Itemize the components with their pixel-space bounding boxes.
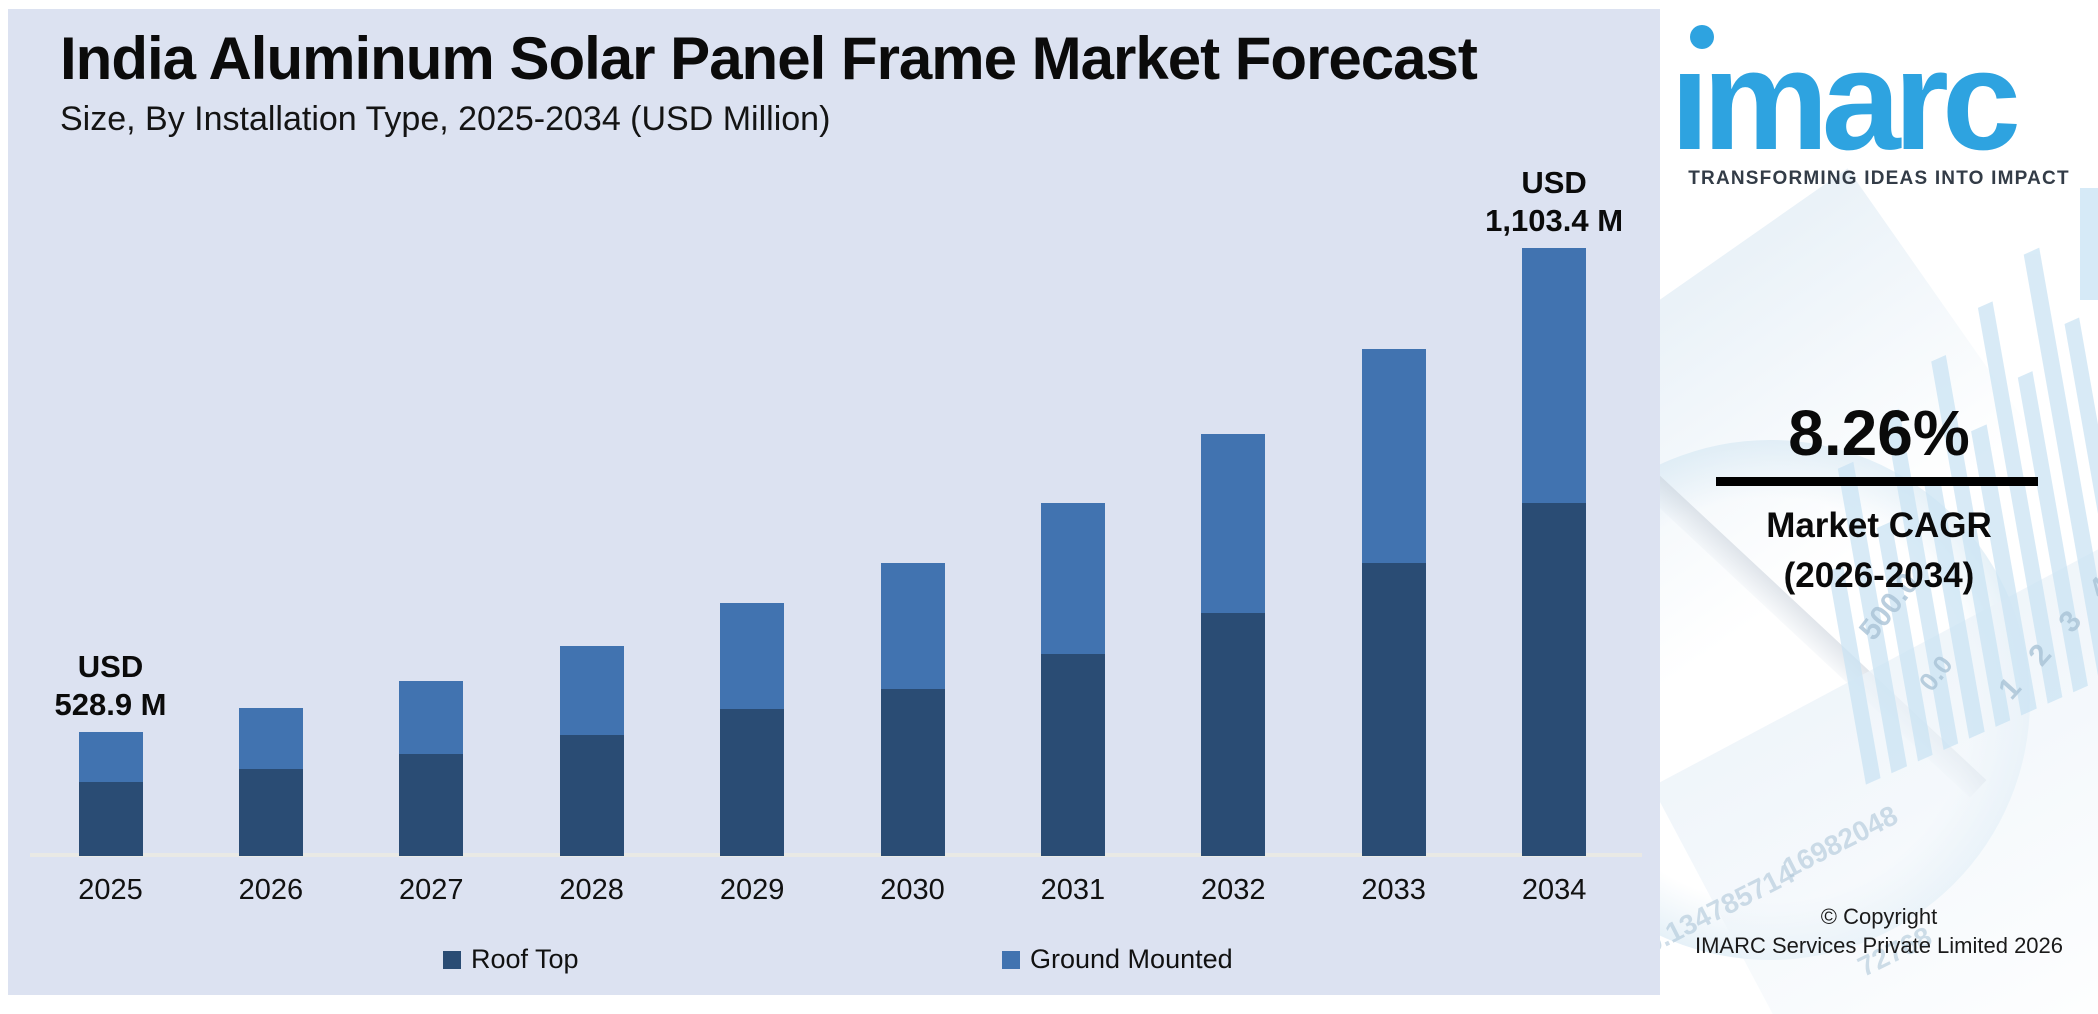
x-tick-2034: 2034 xyxy=(1521,874,1587,906)
segment-ground-mounted-2032 xyxy=(1201,434,1266,613)
x-tick-2031: 2031 xyxy=(1040,874,1106,906)
x-axis-line xyxy=(30,853,1642,857)
imarc-logo: ımarc xyxy=(1670,21,2021,180)
bar-2031 xyxy=(1040,503,1105,856)
segment-roof-top-2029 xyxy=(720,709,785,856)
segment-roof-top-2028 xyxy=(559,735,624,856)
bar-value-line: USD xyxy=(1521,165,1587,200)
chart-subtitle: Size, By Installation Type, 2025-2034 (U… xyxy=(60,100,831,138)
bar-2027 xyxy=(399,681,464,856)
bar-value-line: 528.9 M xyxy=(54,687,167,722)
legend-swatch-roof-top xyxy=(443,950,461,969)
segment-ground-mounted-2031 xyxy=(1040,503,1105,654)
cagr-label: Market CAGR xyxy=(1766,506,1992,545)
legend-swatch-ground-mounted xyxy=(1002,950,1020,969)
segment-roof-top-2032 xyxy=(1201,613,1266,856)
legend-label-ground-mounted: Ground Mounted xyxy=(1030,944,1233,974)
x-tick-2029: 2029 xyxy=(719,874,785,906)
chart-title: India Aluminum Solar Panel Frame Market … xyxy=(60,25,1478,92)
x-tick-2032: 2032 xyxy=(1201,874,1266,906)
segment-roof-top-2033 xyxy=(1361,563,1426,856)
x-tick-2027: 2027 xyxy=(399,874,464,906)
imarc-logo-dot-icon xyxy=(1690,25,1714,49)
bar-2026 xyxy=(238,708,303,856)
segment-roof-top-2027 xyxy=(399,754,464,856)
bar-value-label-2025: USD 528.9 M xyxy=(0,648,241,724)
decor-number: 16982048 xyxy=(1777,799,1903,884)
x-tick-2033: 2033 xyxy=(1361,874,1426,906)
segment-roof-top-2025 xyxy=(78,782,143,856)
decor-mini-bar xyxy=(1828,564,1881,785)
legend-label-roof-top: Roof Top xyxy=(471,944,579,974)
segment-ground-mounted-2034 xyxy=(1522,248,1587,503)
cagr-period: (2026-2034) xyxy=(1783,556,1975,595)
segment-roof-top-2031 xyxy=(1040,654,1105,856)
segment-ground-mounted-2030 xyxy=(880,563,945,689)
bar-value-line: USD xyxy=(77,649,144,684)
segment-roof-top-2034 xyxy=(1522,503,1587,856)
imarc-tagline: TRANSFORMING IDEAS INTO IMPACT xyxy=(1688,168,2070,189)
bar-2034 xyxy=(1522,248,1587,856)
brand-panel: 500.0 0.0 1 2 3 4 16982048 0.134785714 7… xyxy=(1660,0,2098,1014)
segment-ground-mounted-2025 xyxy=(78,732,143,782)
bar-2032 xyxy=(1201,434,1266,856)
bar-2030 xyxy=(880,563,945,856)
x-tick-2030: 2030 xyxy=(880,874,945,906)
decor-bar-strip xyxy=(2080,188,2098,300)
bar-value-label-2034: USD 1,103.4 M xyxy=(1424,164,1684,240)
segment-roof-top-2026 xyxy=(238,769,303,856)
cagr-value: 8.26% xyxy=(1788,397,1970,469)
bar-2029 xyxy=(720,603,785,856)
segment-ground-mounted-2028 xyxy=(559,646,624,735)
segment-ground-mounted-2026 xyxy=(238,708,303,769)
legend-item-ground-mounted: Ground Mounted xyxy=(1002,944,1233,975)
bar-2028 xyxy=(559,646,624,856)
legend-item-roof-top: Roof Top xyxy=(443,944,579,975)
cagr-divider xyxy=(1716,477,2038,486)
x-tick-2028: 2028 xyxy=(559,874,624,906)
bar-value-line: 1,103.4 M xyxy=(1485,203,1624,238)
copyright-line1: © Copyright xyxy=(1820,904,1938,929)
segment-ground-mounted-2029 xyxy=(720,603,785,709)
bar-2025 xyxy=(78,732,143,856)
segment-roof-top-2030 xyxy=(880,689,945,856)
x-tick-2026: 2026 xyxy=(238,874,304,906)
x-tick-2025: 2025 xyxy=(78,874,143,906)
bar-2033 xyxy=(1361,349,1426,856)
decor-number: 0.0 xyxy=(1912,649,1959,697)
segment-ground-mounted-2027 xyxy=(399,681,464,754)
copyright-notice: © Copyright IMARC Services Private Limit… xyxy=(1660,902,2098,960)
segment-ground-mounted-2033 xyxy=(1361,349,1426,563)
copyright-line2: IMARC Services Private Limited 2026 xyxy=(1694,933,2064,958)
